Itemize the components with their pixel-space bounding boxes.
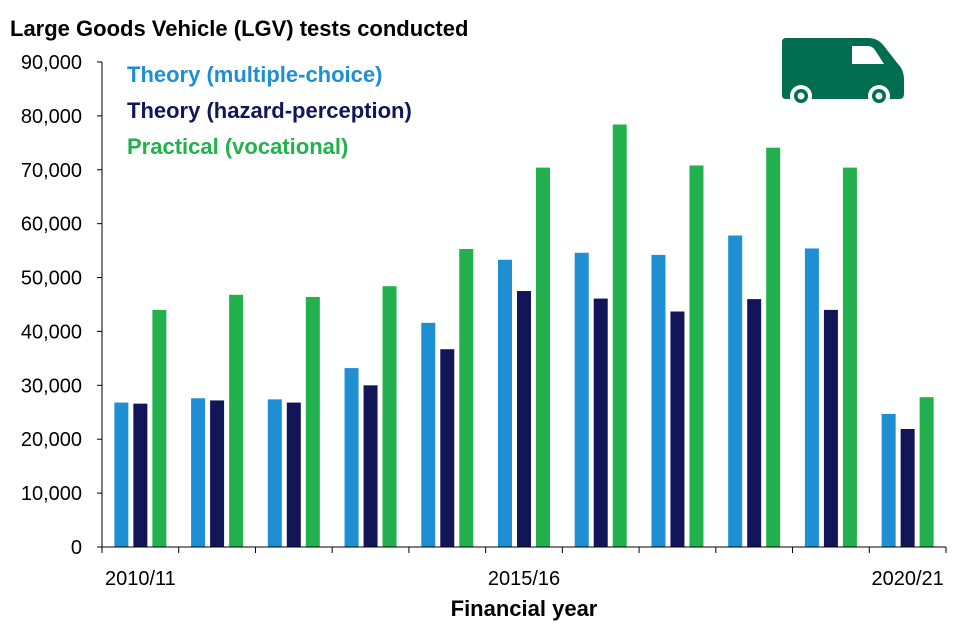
bar-practical-vocational-2013-14 xyxy=(382,286,397,547)
bar-theory-hazard-perception-2017-18 xyxy=(670,311,685,547)
bar-theory-hazard-perception-2013-14 xyxy=(363,385,378,547)
y-axis: 0 10,000 20,000 30,000 40,000 50,000 60,000 70,… xyxy=(21,52,103,559)
bar-theory-multiple-choice-2019-20 xyxy=(804,248,819,547)
bars xyxy=(114,124,934,547)
bar-theory-hazard-perception-2015-16 xyxy=(517,291,531,547)
x-tick-label: 2015/16 xyxy=(488,568,560,590)
bar-theory-hazard-perception-2019-20 xyxy=(823,309,838,547)
y-tick-label: 10,000 xyxy=(21,483,82,505)
bar-practical-vocational-2011-12 xyxy=(229,294,244,547)
x-axis: 2010/11 2015/16 2020/21 xyxy=(101,546,947,590)
y-tick-label: 80,000 xyxy=(21,106,82,128)
bar-practical-vocational-2010-11 xyxy=(152,309,167,547)
legend-entry-theory-hazard-perception: Theory (hazard-perception) xyxy=(127,98,412,123)
bar-practical-vocational-2015-16 xyxy=(536,167,550,547)
bar-theory-hazard-perception-2012-13 xyxy=(286,402,301,547)
van-wheel-rear-cap xyxy=(797,92,805,100)
chart-title: Large Goods Vehicle (LGV) tests conducte… xyxy=(10,16,468,41)
x-tick-label: 2010/11 xyxy=(105,568,176,590)
bar-theory-multiple-choice-2011-12 xyxy=(191,398,206,547)
bar-practical-vocational-2014-15 xyxy=(459,248,474,547)
y-tick-label: 0 xyxy=(71,537,82,559)
y-tick-label: 70,000 xyxy=(21,160,82,182)
bar-theory-hazard-perception-2020-21 xyxy=(900,428,915,547)
bar-practical-vocational-2020-21 xyxy=(919,397,934,547)
van-wheel-front-cap xyxy=(875,92,883,100)
van-icon xyxy=(782,38,904,107)
bar-practical-vocational-2012-13 xyxy=(305,296,320,547)
bar-theory-hazard-perception-2014-15 xyxy=(440,349,455,547)
bar-theory-multiple-choice-2013-14 xyxy=(344,368,359,547)
y-tick-label: 60,000 xyxy=(21,214,82,236)
legend: Theory (multiple-choice) Theory (hazard-… xyxy=(127,62,412,159)
y-tick-label: 40,000 xyxy=(21,321,82,343)
bar-theory-hazard-perception-2018-19 xyxy=(747,299,762,547)
y-tick-label: 90,000 xyxy=(21,52,82,74)
bar-practical-vocational-2018-19 xyxy=(766,147,781,547)
bar-theory-hazard-perception-2010-11 xyxy=(133,403,148,547)
bar-theory-multiple-choice-2018-19 xyxy=(728,235,743,547)
bar-theory-multiple-choice-2015-16 xyxy=(498,259,512,547)
legend-entry-theory-multiple-choice: Theory (multiple-choice) xyxy=(127,62,382,87)
bar-theory-multiple-choice-2010-11 xyxy=(114,402,129,547)
y-tick-label: 50,000 xyxy=(21,268,82,290)
x-tick-label: 2020/21 xyxy=(871,568,943,590)
bar-practical-vocational-2019-20 xyxy=(842,167,857,547)
y-tick-label: 20,000 xyxy=(21,429,82,451)
bar-theory-multiple-choice-2020-21 xyxy=(881,413,896,547)
y-tick-label: 30,000 xyxy=(21,375,82,397)
bar-theory-multiple-choice-2012-13 xyxy=(267,399,282,547)
bar-practical-vocational-2017-18 xyxy=(689,165,704,547)
bar-theory-hazard-perception-2011-12 xyxy=(210,400,225,547)
van-window xyxy=(852,46,884,64)
bar-theory-multiple-choice-2014-15 xyxy=(421,322,436,547)
x-axis-label: Financial year xyxy=(451,596,598,621)
bar-theory-multiple-choice-2016-17 xyxy=(574,252,589,547)
legend-entry-practical-vocational: Practical (vocational) xyxy=(127,134,348,159)
bar-theory-multiple-choice-2017-18 xyxy=(651,254,666,547)
bar-practical-vocational-2016-17 xyxy=(612,124,627,547)
bar-theory-hazard-perception-2016-17 xyxy=(593,298,608,547)
